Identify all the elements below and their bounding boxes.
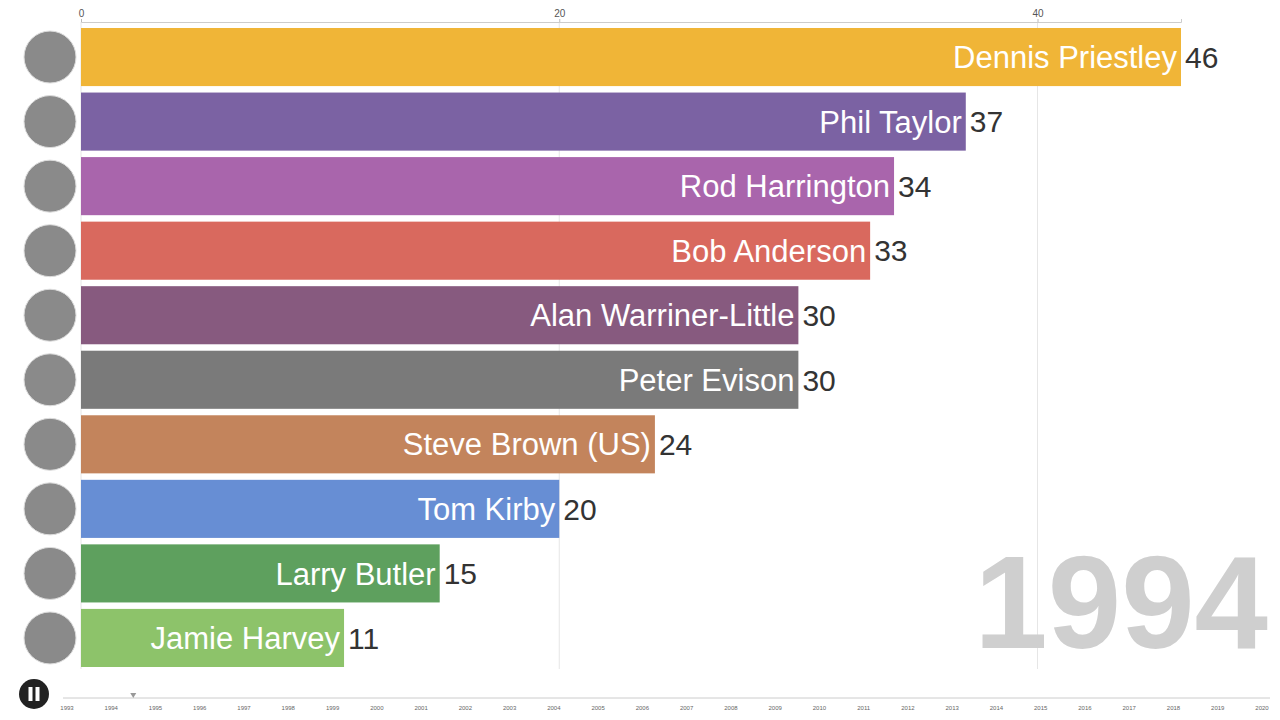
category-label: Steve Brown (US) [403, 427, 651, 462]
timeline-label: 2008 [724, 705, 738, 711]
category-label: Jamie Harvey [151, 621, 341, 656]
tick-label: 20 [554, 8, 566, 19]
value-label: 20 [563, 493, 596, 526]
bar [81, 93, 966, 151]
chart: 1994 0 20 40 Dennis Priestley Phil Taylor Rod … [0, 0, 1280, 720]
category-label: Phil Taylor [819, 105, 961, 140]
timeline-label: 2004 [547, 705, 561, 711]
tick-label: 40 [1032, 8, 1044, 19]
pause-icon[interactable] [29, 687, 33, 701]
timeline-track [63, 698, 1270, 699]
category-label: Peter Evison [619, 363, 795, 398]
timeline-label: 1997 [237, 705, 251, 711]
avatar [24, 160, 76, 212]
tick: 20 [554, 8, 566, 22]
timeline-label: 2007 [680, 705, 694, 711]
year-watermark: 1994 [974, 529, 1268, 676]
timeline-label: 1998 [282, 705, 296, 711]
timeline-label: 2002 [459, 705, 473, 711]
avatar [24, 612, 76, 664]
tick-mark [81, 19, 82, 22]
value-label: 24 [659, 428, 692, 461]
timeline-label: 2012 [901, 705, 915, 711]
bar [81, 286, 798, 344]
bar [81, 157, 894, 215]
timeline-label: 2003 [503, 705, 517, 711]
value-label: 46 [1185, 41, 1218, 74]
pause-button-bg[interactable] [19, 679, 49, 709]
bar [81, 544, 440, 602]
x-axis: 0 20 40 [79, 8, 1182, 23]
pause-button[interactable] [19, 679, 49, 709]
value-label: 30 [802, 364, 835, 397]
timeline-label: 2015 [1034, 705, 1048, 711]
bar [81, 415, 655, 473]
timeline-label: 2016 [1078, 705, 1092, 711]
timeline-label: 2005 [591, 705, 605, 711]
category-label: Dennis Priestley [953, 40, 1177, 75]
value-label: 34 [898, 170, 931, 203]
avatar [24, 289, 76, 341]
bar [81, 480, 559, 538]
avatar [24, 483, 76, 535]
timeline-label: 2006 [636, 705, 650, 711]
category-label: Bob Anderson [671, 234, 866, 269]
value-label: 11 [348, 622, 379, 655]
avatar [24, 418, 76, 470]
timeline-label: 2020 [1255, 705, 1269, 711]
axis-line [82, 19, 1182, 23]
value-label: 15 [444, 557, 477, 590]
timeline-label: 1994 [105, 705, 119, 711]
timeline-label: 1995 [149, 705, 163, 711]
category-label: Larry Butler [275, 557, 435, 592]
avatar [24, 547, 76, 599]
timeline-label: 2011 [857, 705, 871, 711]
bars [81, 28, 1181, 667]
timeline-marker[interactable] [130, 693, 136, 698]
bar [81, 28, 1181, 86]
tick-label: 0 [79, 8, 85, 19]
tick: 0 [79, 8, 85, 22]
timeline-label: 2009 [768, 705, 782, 711]
avatars [24, 31, 76, 664]
grid [81, 22, 1038, 669]
timeline-label: 1996 [193, 705, 207, 711]
timeline-label: 2000 [370, 705, 384, 711]
bar [81, 222, 870, 280]
tick: 40 [1032, 8, 1044, 22]
tick-mark [559, 19, 560, 22]
category-label: Rod Harrington [680, 169, 890, 204]
pause-icon[interactable] [36, 687, 40, 701]
timeline-label: 2018 [1167, 705, 1181, 711]
timeline-label: 1999 [326, 705, 340, 711]
timeline-label: 2019 [1211, 705, 1225, 711]
avatar [24, 96, 76, 148]
avatar [24, 225, 76, 277]
value-label: 30 [802, 299, 835, 332]
bar [81, 609, 344, 667]
timeline-label: 2001 [414, 705, 428, 711]
timeline-label: 2014 [990, 705, 1004, 711]
value-label: 37 [970, 105, 1003, 138]
avatar [24, 354, 76, 406]
tick-mark [1038, 19, 1039, 22]
timeline-label: 2017 [1123, 705, 1137, 711]
bar-labels: Dennis Priestley Phil Taylor Rod Harringto… [151, 40, 1178, 656]
avatar [24, 31, 76, 83]
category-label: Tom Kirby [417, 492, 555, 527]
timeline-label: 2013 [946, 705, 960, 711]
timeline-label: 1993 [60, 705, 74, 711]
timeline-label: 2010 [813, 705, 827, 711]
timeline: 1993 1994 1995 1996 1997 1998 1999 2000 2001 2002… [60, 693, 1270, 711]
category-label: Alan Warriner-Little [530, 298, 794, 333]
value-labels: 46 37 34 33 30 30 24 20 15 11 [348, 41, 1218, 655]
value-label: 33 [874, 234, 907, 267]
bar [81, 351, 798, 409]
